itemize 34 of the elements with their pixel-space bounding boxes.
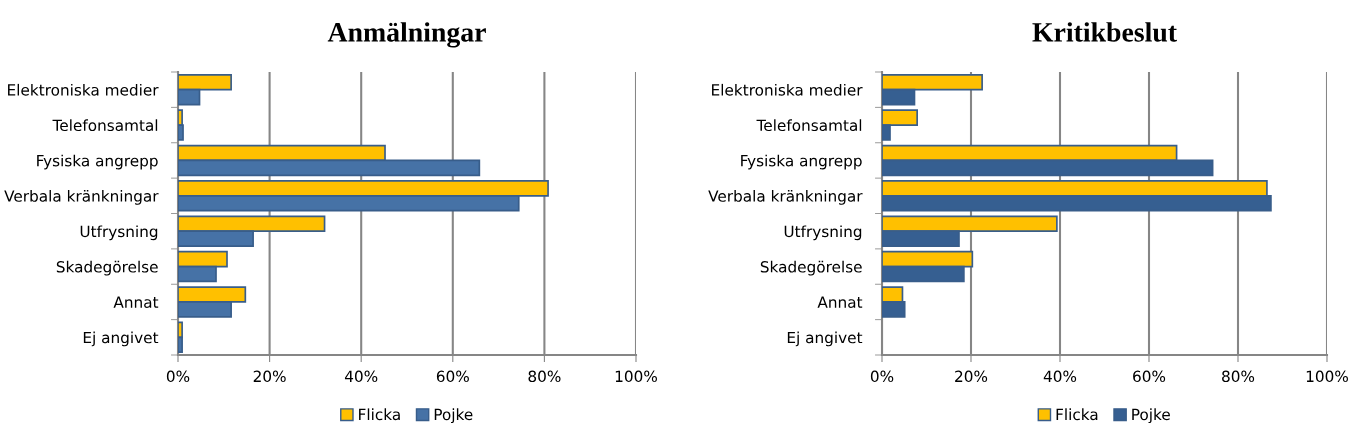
y-tick-label: Fysiska angrepp bbox=[741, 154, 862, 170]
y-tick-label: Skadegörelse bbox=[760, 260, 862, 276]
y-tick-label: Elektroniska medier bbox=[712, 83, 863, 96]
y-tick-label: Verbala kränkningar bbox=[4, 190, 159, 205]
x-tick-label: 60% bbox=[1133, 370, 1166, 383]
chart-title: Kritikbeslut bbox=[1032, 22, 1177, 42]
y-tick-label: Utfrysning bbox=[784, 225, 862, 241]
x-tick-label: 40% bbox=[1043, 370, 1077, 383]
legend-label: Flicka bbox=[359, 408, 400, 421]
y-tick-label: Elektroniska medier bbox=[8, 83, 159, 96]
chart-title: Anmälningar bbox=[327, 22, 486, 48]
y-tick-label: Annat bbox=[817, 296, 863, 308]
y-tick-label: Annat bbox=[113, 296, 159, 308]
legend-label: Pojke bbox=[1132, 408, 1170, 423]
y-tick-label: Fysiska angrepp bbox=[37, 154, 158, 170]
y-tick-label: Skadegörelse bbox=[56, 260, 158, 276]
x-tick-label: 0% bbox=[870, 370, 894, 383]
y-tick-label: Telefonsamtal bbox=[756, 119, 862, 132]
y-tick-label: Utfrysning bbox=[80, 225, 158, 241]
x-tick-label: 80% bbox=[1222, 370, 1255, 383]
legend-label: Pojke bbox=[434, 408, 473, 423]
y-tick-label: Verbala kränkningar bbox=[708, 190, 863, 205]
x-tick-label: 40% bbox=[344, 370, 378, 383]
x-tick-label: 100% bbox=[1306, 370, 1348, 383]
y-tick-label: Telefonsamtal bbox=[52, 119, 158, 132]
x-tick-label: 60% bbox=[436, 370, 469, 383]
legend-label: Flicka bbox=[1056, 408, 1098, 421]
x-tick-label: 20% bbox=[955, 370, 988, 383]
y-tick-label: Ej angivet bbox=[83, 331, 159, 347]
y-tick-label: Ej angivet bbox=[787, 331, 863, 347]
x-tick-label: 20% bbox=[253, 370, 286, 383]
x-tick-label: 0% bbox=[166, 370, 190, 383]
x-tick-label: 80% bbox=[528, 370, 561, 383]
x-tick-label: 100% bbox=[615, 370, 657, 383]
